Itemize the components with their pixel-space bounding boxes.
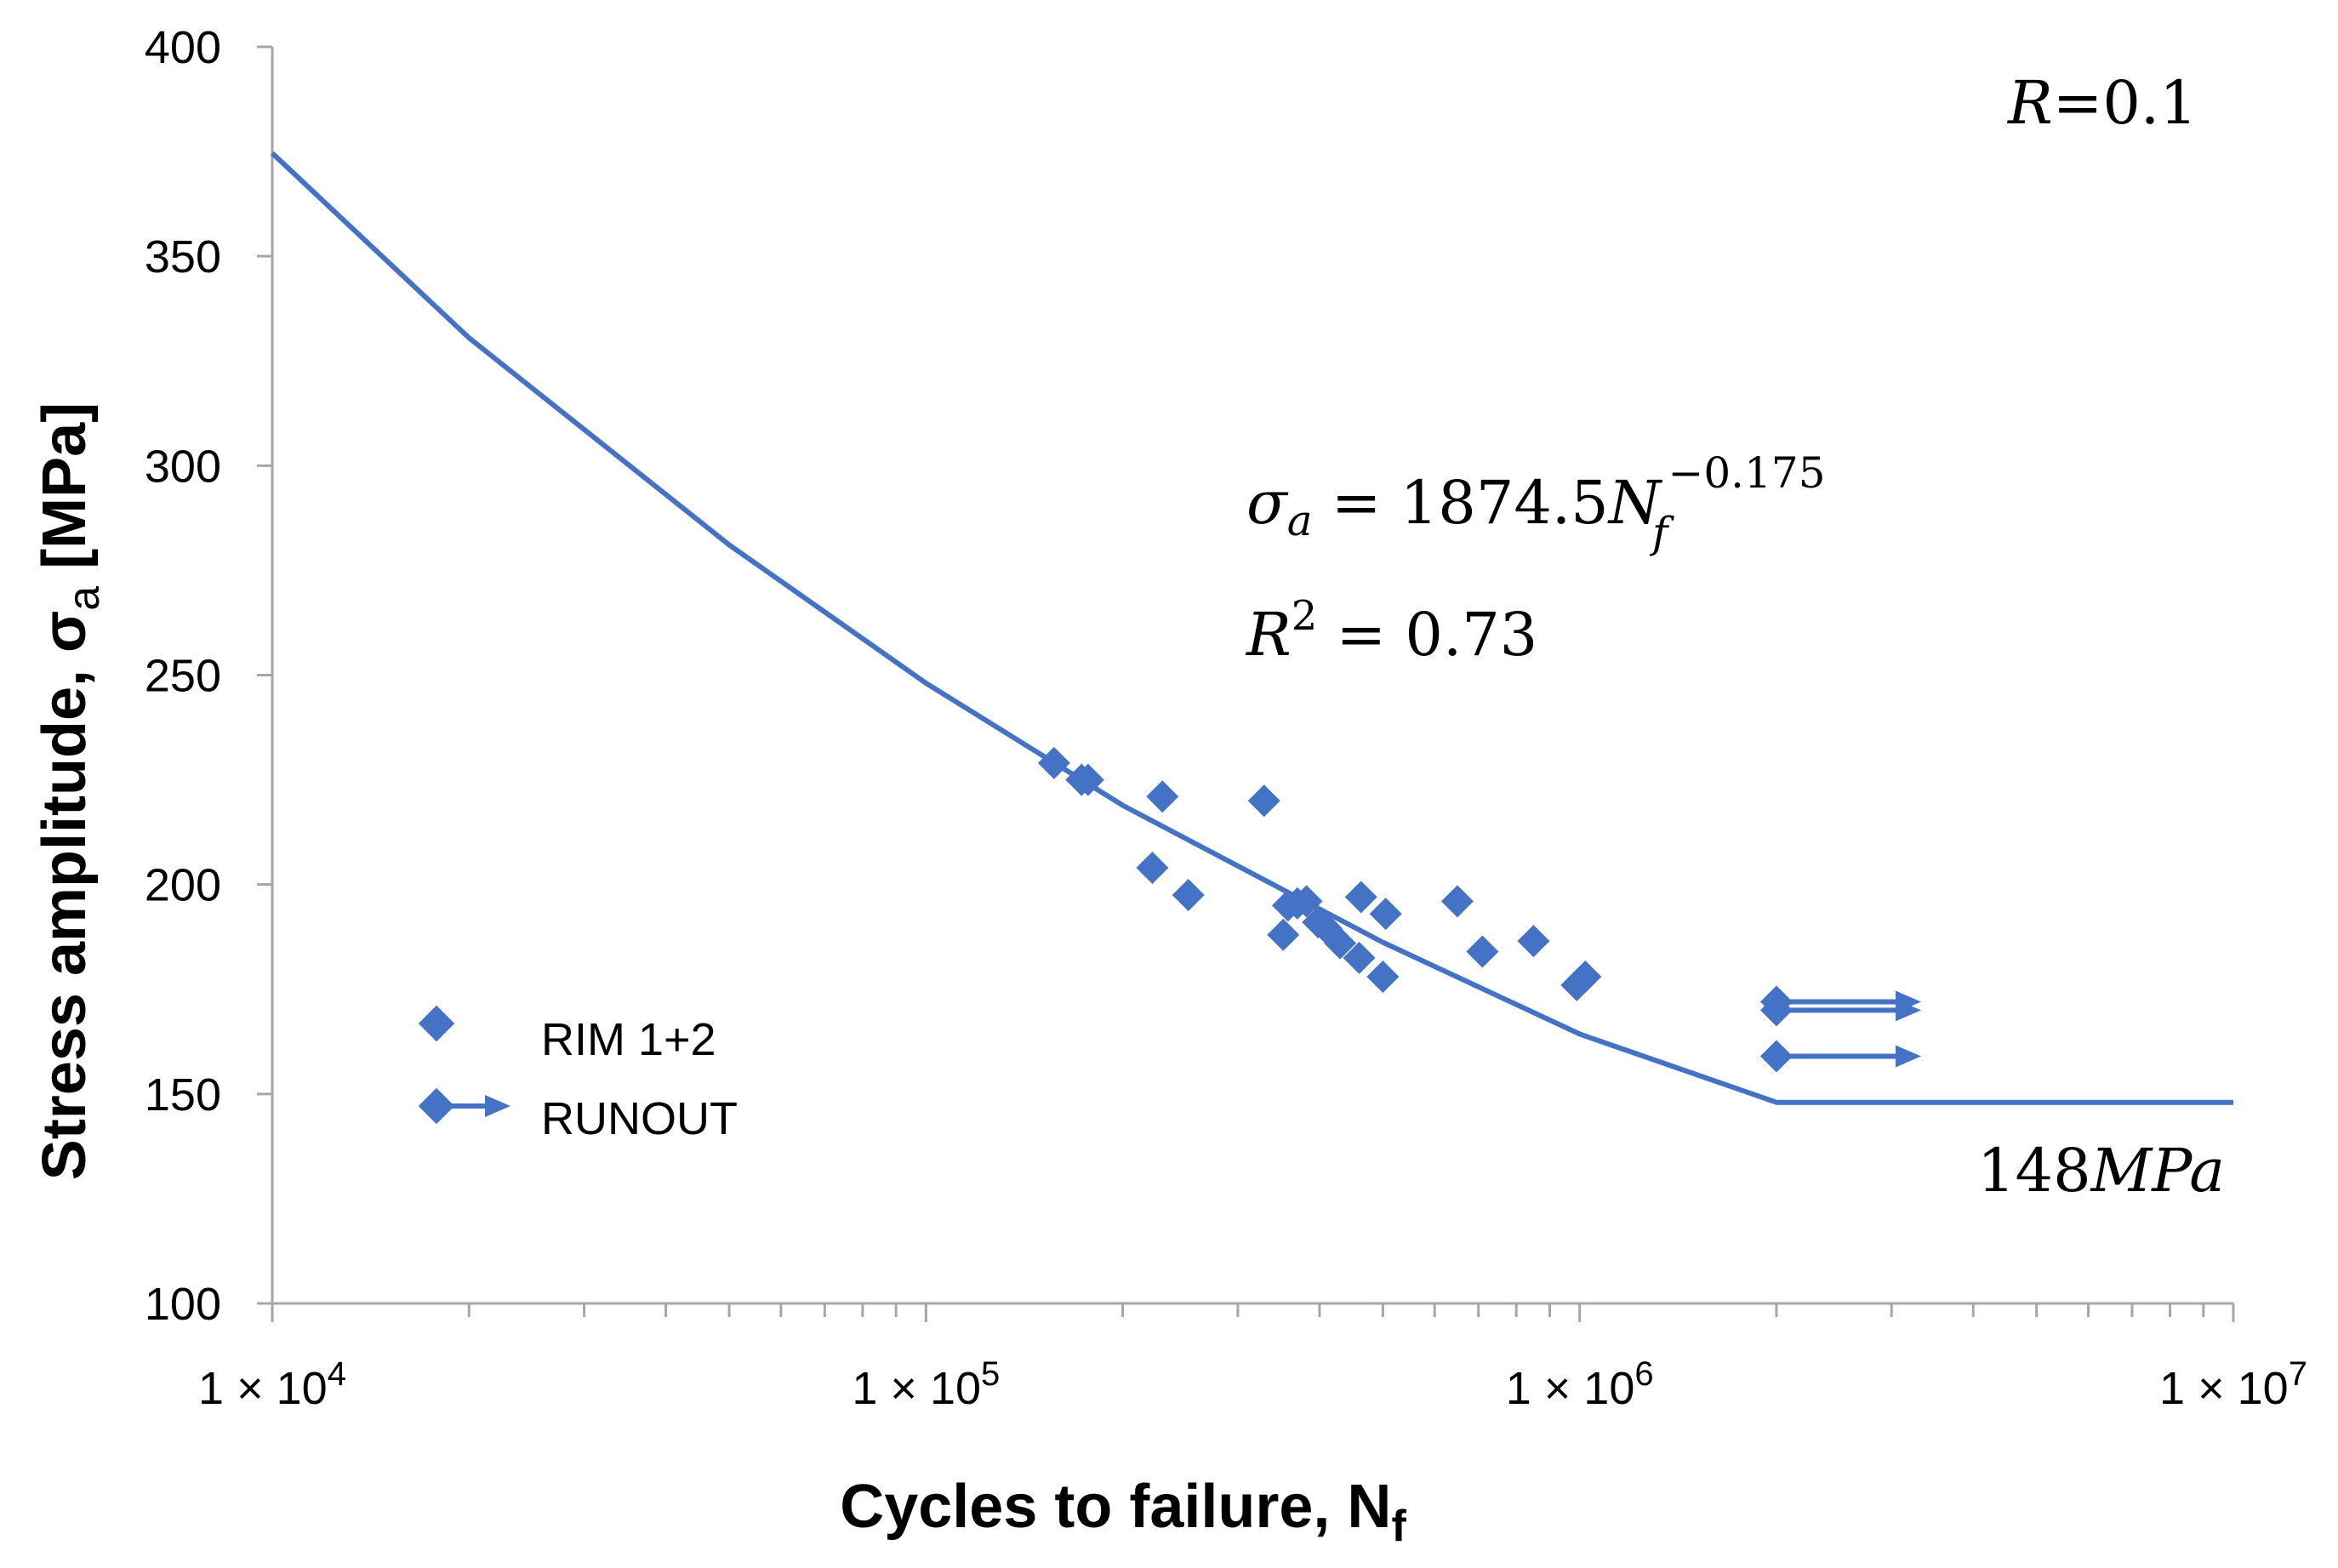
x-axis-title: Cycles to failure, Nf (840, 1473, 1406, 1551)
axes: 100 150 200 250 300 350 400 1 × 104 1 × 105 1 × 1… (145, 22, 2307, 1414)
fit-curve (270, 151, 2233, 1105)
runout-arrow-icon (1895, 1045, 1921, 1068)
y-tick-label: 100 (145, 1279, 221, 1330)
data-point (1344, 881, 1377, 914)
fatigue-limit-label: 148MPa (1977, 1136, 2225, 1206)
data-point (1366, 960, 1400, 993)
y-tick-label: 200 (145, 860, 221, 911)
runout-arrow-icon (1895, 999, 1921, 1022)
data-point (1290, 885, 1323, 918)
data-point (1324, 927, 1357, 960)
runout-point (1759, 994, 1793, 1027)
data-marks (1037, 746, 1921, 1073)
data-point (1037, 746, 1070, 779)
y-axis-title: Stress amplitude, σa [MPa] (31, 402, 109, 1180)
legend-marker-rim (418, 1005, 455, 1042)
data-point (1343, 941, 1376, 974)
data-point (1466, 935, 1499, 968)
data-point (1172, 878, 1205, 911)
x-tick-label: 1 × 107 (2159, 1355, 2307, 1414)
legend: RIM 1+2 RUNOUT (418, 1005, 738, 1144)
data-point (1146, 780, 1179, 813)
fit-curve-group (270, 151, 2233, 1105)
data-point (1136, 851, 1169, 884)
y-tick-label: 300 (145, 441, 221, 492)
data-point (1440, 885, 1474, 918)
legend-marker-runout (418, 1087, 455, 1125)
x-tick-label: 1 × 104 (198, 1355, 346, 1414)
r-squared: R2 = 0.73 (1245, 592, 1537, 670)
y-tick-label: 400 (145, 22, 221, 73)
r-ratio-annotation: R=0.1 (2006, 68, 2198, 138)
y-tick-label: 250 (145, 651, 221, 702)
x-tick-label: 1 × 106 (1506, 1355, 1654, 1414)
fit-equation: σa = 1874.5Nf−0.175 (1246, 448, 1826, 557)
data-point (1267, 918, 1300, 951)
runout-point (1759, 1040, 1793, 1073)
data-point (1517, 925, 1550, 958)
data-point (1071, 763, 1104, 796)
data-point (1569, 960, 1602, 993)
legend-runout-arrow-icon (448, 1095, 510, 1117)
legend-label-rim: RIM 1+2 (541, 1014, 716, 1065)
data-point (1369, 898, 1402, 931)
y-tick-label: 150 (145, 1069, 221, 1120)
y-tick-label: 350 (145, 231, 221, 282)
x-tick-label: 1 × 105 (852, 1355, 1000, 1414)
legend-label-runout: RUNOUT (541, 1093, 738, 1144)
data-point (1247, 784, 1280, 818)
